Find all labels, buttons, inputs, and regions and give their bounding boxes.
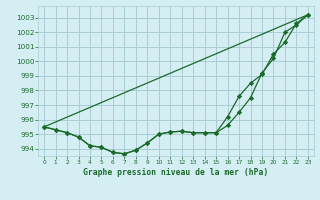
X-axis label: Graphe pression niveau de la mer (hPa): Graphe pression niveau de la mer (hPa) — [84, 168, 268, 177]
